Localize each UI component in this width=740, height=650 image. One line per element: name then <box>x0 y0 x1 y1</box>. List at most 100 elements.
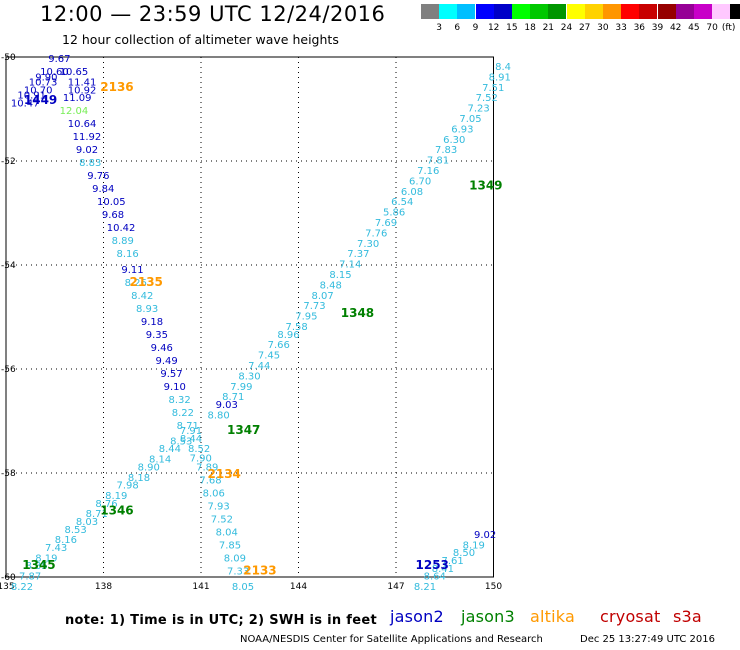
wave-height-value: 8.21 <box>414 582 436 593</box>
wave-height-value: 7.69 <box>375 218 397 229</box>
wave-height-value: 9.90 <box>35 72 57 83</box>
legend-swatch <box>657 4 676 19</box>
wave-height-value: 7.76 <box>365 228 387 239</box>
wave-height-value: 8.19 <box>463 540 485 551</box>
wave-height-value: 8.71 <box>222 392 244 403</box>
wave-height-value: 10.65 <box>60 67 89 78</box>
legend-label: 6 <box>454 23 461 33</box>
wave-height-value: 9.49 <box>156 356 178 367</box>
wave-height-value: 8.22 <box>172 408 194 419</box>
legend-label: 45 <box>688 23 700 33</box>
wave-height-value: 8.35 <box>26 561 48 572</box>
wave-height-value: 8.91 <box>489 72 511 83</box>
wave-height-value: 8.14 <box>149 455 171 466</box>
wave-height-value: 7.16 <box>417 166 439 177</box>
wave-height-value: 8.22 <box>11 582 33 593</box>
wave-height-value: 7.33 <box>227 566 249 577</box>
wave-height-value: 8.93 <box>136 304 158 315</box>
graticule <box>5 56 494 578</box>
wave-height-value: 7.87 <box>19 572 41 583</box>
wave-height-value: 8.90 <box>138 462 160 473</box>
wave-height-value: 8.16 <box>117 249 139 260</box>
wave-height-value: 8.18 <box>128 473 150 484</box>
lat-tick-label: -50 <box>1 53 16 63</box>
wave-height-value: 5.86 <box>383 208 405 219</box>
wave-height-value: 11.41 <box>68 78 97 89</box>
wave-height-value: 7.52 <box>476 93 498 104</box>
wave-height-value: 8.15 <box>329 270 351 281</box>
wave-height-value: 9.68 <box>102 210 124 221</box>
legend-swatch <box>493 4 512 19</box>
lat-tick-label: -58 <box>1 469 16 479</box>
wave-height-value: 10.42 <box>107 223 136 234</box>
wave-height-value: 8.09 <box>224 553 246 564</box>
wave-height-value: 7.91 <box>180 426 202 437</box>
wave-height-value: 8.52 <box>188 444 210 455</box>
legend-jason3: jason3 <box>461 607 515 626</box>
wave-height-value: 8.42 <box>131 291 153 302</box>
wave-height-value: 8.80 <box>208 410 230 421</box>
lon-tick-label: 147 <box>387 582 404 592</box>
legend-label: 42 <box>669 23 682 33</box>
pass-number-label: 2133 <box>243 563 276 577</box>
lon-tick-label: 144 <box>290 582 307 592</box>
legend-swatch <box>621 4 640 19</box>
wave-height-value: 7.14 <box>339 260 361 271</box>
wave-height-value: 9.67 <box>48 54 70 65</box>
wave-height-value: 9.02 <box>474 530 496 541</box>
wave-height-value: 9.18 <box>141 317 163 328</box>
wave-height-value: 10.60 <box>40 67 69 78</box>
wave-height-value: 7.51 <box>482 83 504 94</box>
wave-height-value: 8.44 <box>159 444 181 455</box>
wave-height-value: 8.19 <box>35 553 57 564</box>
wave-height-value: 7.90 <box>190 454 212 465</box>
wave-height-value: 8.19 <box>105 491 127 502</box>
wave-height-value: 7.68 <box>199 475 221 486</box>
wave-height-value: 9.11 <box>121 265 143 276</box>
lat-tick-label: -52 <box>1 157 16 167</box>
wave-height-value: 7.61 <box>442 556 464 567</box>
wave-height-value: 7.43 <box>45 543 67 554</box>
legend-label: 70 <box>706 23 718 33</box>
lat-tick-label: -60 <box>1 573 16 583</box>
legend-swatch <box>639 4 658 19</box>
legend-swatch <box>675 4 694 19</box>
wave-height-value: 8.41 <box>432 564 454 575</box>
wave-height-value: 8.89 <box>112 236 134 247</box>
legend-label: 3 <box>436 23 442 33</box>
legend-swatch <box>475 4 494 19</box>
wave-height-value: 9.35 <box>146 330 168 341</box>
wave-height-value: 7.30 <box>357 239 379 250</box>
wave-height-value: 6.08 <box>401 187 423 198</box>
lat-tick-label: -54 <box>1 261 16 271</box>
legend-label: 36 <box>633 23 646 33</box>
wave-height-value: 6.93 <box>451 124 473 135</box>
lon-tick-label: 138 <box>95 582 112 592</box>
legend-swatch <box>530 4 549 19</box>
wave-height-value: 8.05 <box>232 582 254 593</box>
legend-jason2: jason2 <box>390 607 444 626</box>
legend-label: 24 <box>560 23 573 33</box>
footer-note: note: 1) Time is in UTC; 2) SWH is in fe… <box>65 613 377 628</box>
credit-line: NOAA/NESDIS Center for Satellite Applica… <box>240 634 543 645</box>
lon-tick-label: 135 <box>0 582 15 592</box>
wave-height-value: 9.84 <box>92 184 114 195</box>
wave-height-value: 7.99 <box>230 382 252 393</box>
wave-height-value: 8.53 <box>170 436 192 447</box>
wave-height-value: 7.98 <box>117 481 139 492</box>
legend-swatch <box>457 4 476 19</box>
wave-height-value: 8.53 <box>65 525 87 536</box>
legend-label: 30 <box>597 23 609 33</box>
legend-label: 39 <box>651 23 664 33</box>
legend-swatch <box>512 4 530 19</box>
wave-height-value: 7.85 <box>219 540 241 551</box>
wave-height-value: 7.58 <box>286 322 308 333</box>
legend-label: 15 <box>506 23 518 33</box>
wave-height-value: 8.83 <box>79 158 101 169</box>
generated-timestamp: Dec 25 13:27:49 UTC 2016 <box>580 634 715 645</box>
wave-height-value: 6.54 <box>391 197 413 208</box>
pass-number-label: 2135 <box>130 275 163 289</box>
pass-number-label: 2134 <box>208 467 241 481</box>
wave-height-value: 11.09 <box>63 93 92 104</box>
